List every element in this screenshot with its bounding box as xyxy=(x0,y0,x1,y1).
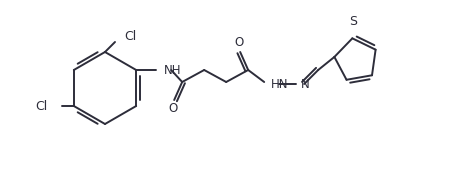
Text: O: O xyxy=(169,102,178,115)
Text: Cl: Cl xyxy=(124,30,136,42)
Text: N: N xyxy=(301,77,310,90)
Text: Cl: Cl xyxy=(36,99,48,112)
Text: O: O xyxy=(235,36,244,49)
Text: NH: NH xyxy=(164,64,182,77)
Text: HN: HN xyxy=(271,77,288,90)
Text: S: S xyxy=(349,15,357,28)
